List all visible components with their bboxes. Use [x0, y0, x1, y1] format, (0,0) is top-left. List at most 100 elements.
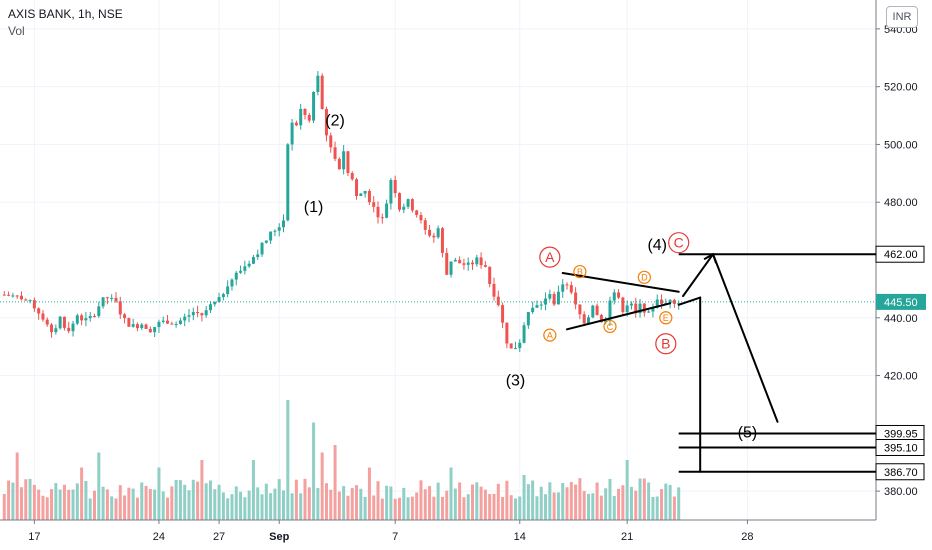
candle-body — [509, 343, 513, 349]
candle-body — [217, 297, 221, 302]
candle-body — [200, 313, 204, 316]
price-tick-label: 440.00 — [884, 313, 918, 325]
candle-body — [286, 144, 290, 221]
candle-body — [221, 294, 225, 298]
volume-bar — [226, 498, 230, 520]
volume-bar — [329, 489, 333, 520]
candle-body — [127, 318, 131, 327]
time-axis[interactable]: 17 24 27 Sep 7 14 21 28 — [0, 519, 876, 550]
grid — [0, 0, 876, 520]
candle-body — [397, 193, 401, 210]
volume-bar — [402, 487, 406, 520]
volume-bar — [316, 487, 320, 520]
volume-bar — [324, 483, 328, 520]
candle-body — [655, 299, 659, 308]
candle-body — [97, 306, 101, 317]
candle-body — [32, 300, 36, 309]
volume-bar — [50, 489, 54, 520]
wave-label-5: (5) — [738, 425, 758, 442]
candle-body — [269, 231, 273, 241]
candle-body — [432, 235, 436, 238]
candle-body — [135, 324, 139, 329]
candle-body — [363, 190, 367, 194]
target-vertical-left — [677, 296, 702, 306]
volume-bar — [449, 467, 453, 520]
candle-body — [350, 173, 354, 180]
wave-labels: (1) (2) (3) (4) (5) A B C A B C D E — [304, 113, 757, 442]
volume-bar — [415, 492, 419, 520]
candle-body — [312, 91, 316, 121]
volume-bar — [496, 483, 500, 520]
candle-body — [591, 305, 595, 318]
volume-bar — [355, 485, 359, 520]
time-tick-label: 24 — [153, 531, 165, 543]
candle-body — [307, 114, 311, 121]
candle-body — [604, 320, 608, 323]
volume-bar — [7, 480, 11, 520]
currency-button[interactable]: INR — [886, 6, 918, 28]
candle-body — [256, 254, 260, 258]
wave-label-c-orange-circle — [603, 319, 617, 334]
candle-body — [114, 297, 118, 302]
volume-bar — [37, 489, 41, 520]
candle-body — [247, 263, 251, 267]
candle-body — [88, 316, 92, 319]
volume-bar — [380, 498, 384, 520]
candle-body — [402, 206, 406, 210]
candle-body — [475, 257, 479, 265]
volume-bar — [243, 497, 247, 520]
candle-body — [157, 321, 161, 328]
volume-bar — [501, 497, 505, 520]
candle-body — [660, 299, 664, 304]
candle-body — [612, 292, 616, 301]
volume-bar — [204, 483, 208, 520]
volume-bar — [475, 482, 479, 520]
time-tick-label: 14 — [514, 531, 526, 543]
volume-bar — [88, 498, 92, 520]
volume-bar — [561, 483, 565, 520]
volume-bar — [290, 493, 294, 520]
candle-body — [595, 305, 599, 315]
candle-body — [355, 179, 359, 196]
volume-bar — [84, 480, 88, 520]
volume-bar — [660, 489, 664, 520]
candle-body — [556, 291, 560, 305]
volume-bar — [333, 445, 337, 520]
volume-bar — [114, 498, 118, 520]
volume-bar — [513, 498, 517, 520]
volume-bar — [582, 491, 586, 520]
candle-body — [458, 259, 462, 264]
wave-label-a-orange-circle — [543, 328, 557, 342]
candle-body — [2, 294, 6, 296]
candle-body — [492, 283, 496, 297]
candle-body — [393, 180, 397, 194]
volume-bar — [531, 480, 535, 520]
price-axis[interactable]: 540.00520.00500.00480.00440.00420.00380.… — [875, 0, 932, 550]
volume-bar — [166, 497, 170, 520]
candle-body — [7, 294, 11, 296]
candle-body — [105, 297, 109, 299]
volume-bar — [406, 497, 410, 520]
volume-bar — [273, 488, 277, 520]
volume-bar — [24, 479, 28, 520]
volume-bar — [32, 484, 36, 520]
candle-body — [453, 259, 457, 262]
level-label-box — [875, 245, 925, 263]
volume-bar — [239, 491, 243, 520]
volume-bar — [187, 490, 191, 520]
wave-label-B-red-circle — [655, 333, 677, 355]
triangle-upper-line — [561, 272, 680, 293]
volume-bar — [135, 497, 139, 520]
volume-bar — [655, 496, 659, 520]
candle-body — [84, 318, 88, 321]
candle-body — [586, 317, 590, 324]
candle-body — [80, 315, 84, 321]
volume-bar — [410, 496, 414, 520]
level-label-box — [875, 463, 925, 481]
volume-bar — [574, 484, 578, 520]
volume-bar — [393, 498, 397, 520]
candle-body — [333, 147, 337, 159]
volume-bar — [28, 478, 32, 520]
volume-bar — [260, 494, 264, 520]
